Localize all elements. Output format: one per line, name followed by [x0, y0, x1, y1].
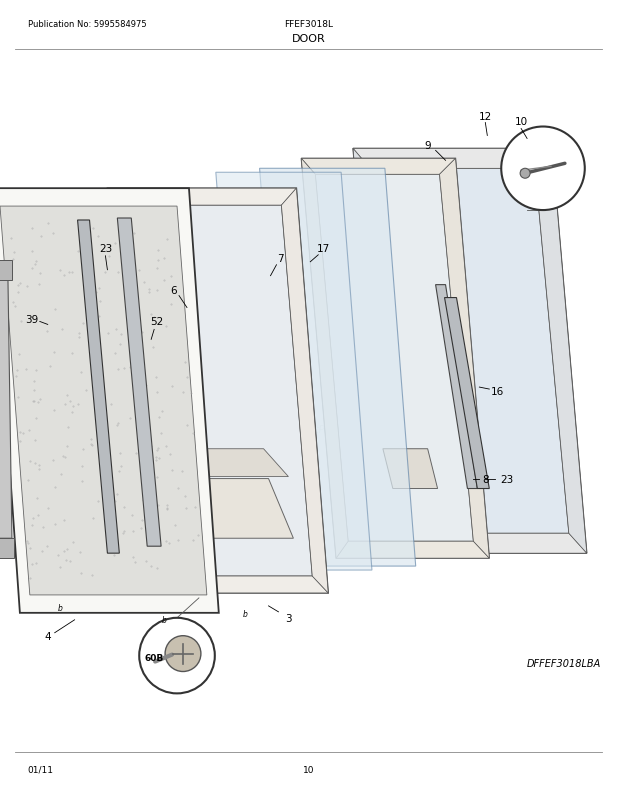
Polygon shape — [0, 189, 219, 613]
Polygon shape — [107, 189, 154, 593]
Polygon shape — [107, 189, 296, 206]
Text: 23: 23 — [99, 244, 112, 253]
Polygon shape — [216, 173, 372, 570]
Polygon shape — [0, 261, 12, 281]
Polygon shape — [370, 169, 569, 533]
Text: 9: 9 — [424, 141, 431, 152]
Text: 3: 3 — [285, 613, 292, 623]
Text: 16: 16 — [490, 387, 504, 396]
Polygon shape — [353, 149, 587, 553]
Polygon shape — [436, 286, 477, 489]
Text: 4: 4 — [45, 631, 51, 641]
Circle shape — [165, 636, 201, 671]
Text: 17: 17 — [317, 244, 330, 253]
Polygon shape — [301, 159, 456, 175]
Polygon shape — [149, 449, 288, 477]
Polygon shape — [440, 159, 489, 558]
Text: Publication No: 5995584975: Publication No: 5995584975 — [28, 20, 146, 29]
Polygon shape — [107, 189, 328, 593]
Polygon shape — [353, 149, 552, 169]
Polygon shape — [315, 175, 474, 541]
Text: b: b — [243, 610, 248, 618]
Polygon shape — [535, 149, 587, 553]
Text: b: b — [162, 615, 167, 625]
Text: 10: 10 — [303, 765, 314, 774]
Text: 23: 23 — [500, 474, 514, 484]
Text: FFEF3018L: FFEF3018L — [284, 20, 333, 29]
Text: 7: 7 — [277, 253, 284, 264]
Polygon shape — [301, 159, 348, 558]
Text: 60B: 60B — [144, 654, 164, 662]
Text: DFFEF3018LBA: DFFEF3018LBA — [527, 658, 601, 668]
Polygon shape — [388, 533, 587, 553]
Text: 8: 8 — [482, 474, 489, 484]
Text: DOOR: DOOR — [291, 34, 325, 44]
Polygon shape — [383, 449, 438, 489]
Polygon shape — [336, 541, 489, 558]
Polygon shape — [301, 159, 489, 558]
Text: b: b — [57, 604, 62, 613]
Text: 10: 10 — [515, 116, 528, 127]
Text: 01/11: 01/11 — [28, 765, 54, 774]
Polygon shape — [445, 298, 489, 489]
Polygon shape — [0, 281, 12, 539]
Text: 6: 6 — [170, 286, 177, 295]
Polygon shape — [142, 479, 293, 539]
Polygon shape — [0, 207, 207, 595]
Text: 52: 52 — [151, 317, 164, 327]
Polygon shape — [140, 577, 328, 593]
Circle shape — [501, 128, 585, 211]
Polygon shape — [117, 219, 161, 546]
Circle shape — [520, 169, 530, 179]
Polygon shape — [123, 206, 312, 577]
Polygon shape — [281, 189, 328, 593]
Polygon shape — [353, 149, 403, 553]
Polygon shape — [260, 169, 415, 566]
Text: 39: 39 — [25, 315, 38, 325]
Text: 12: 12 — [479, 111, 492, 121]
Circle shape — [140, 618, 215, 694]
Polygon shape — [78, 221, 119, 553]
Polygon shape — [0, 539, 14, 558]
Text: eReplacementParts.com: eReplacementParts.com — [249, 424, 368, 435]
